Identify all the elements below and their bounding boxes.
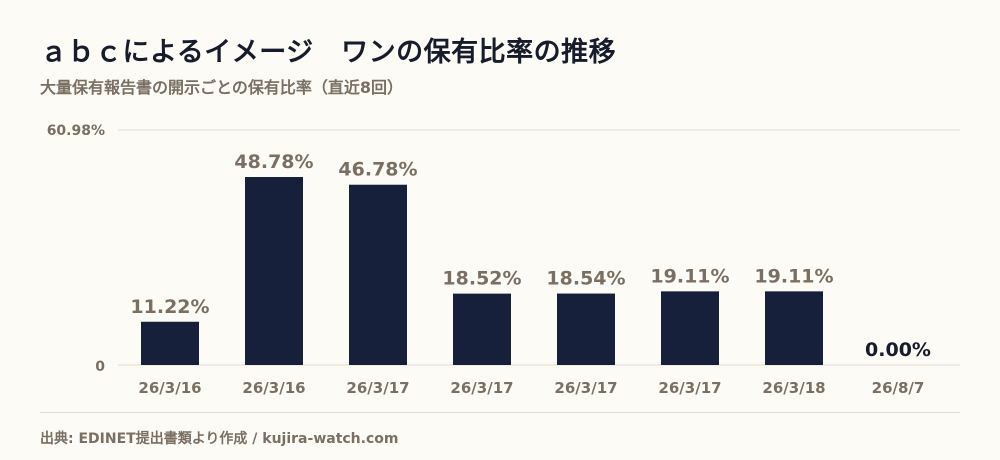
chart-subtitle: 大量保有報告書の開示ごとの保有比率（直近8回） xyxy=(40,78,403,97)
bar xyxy=(765,291,823,365)
bar-value-label: 0.00% xyxy=(865,339,931,361)
bar xyxy=(141,321,199,365)
bar xyxy=(245,177,303,365)
bar xyxy=(557,293,615,365)
x-tick-label: 26/3/18 xyxy=(762,379,825,397)
bar xyxy=(661,291,719,365)
x-tick-label: 26/3/17 xyxy=(554,379,617,397)
footer-divider xyxy=(40,412,960,413)
bar-value-label: 19.11% xyxy=(754,265,833,287)
x-tick-label: 26/3/17 xyxy=(450,379,513,397)
bar xyxy=(453,293,511,365)
x-tick-label: 26/3/17 xyxy=(658,379,721,397)
bar-value-label: 46.78% xyxy=(338,159,417,181)
x-tick-label: 26/3/16 xyxy=(138,379,201,397)
chart-title: ａｂｃによるイメージ ワンの保有比率の推移 xyxy=(40,37,617,68)
x-tick-label: 26/3/17 xyxy=(346,379,409,397)
bar-value-label: 48.78% xyxy=(234,151,313,173)
bar xyxy=(349,184,407,365)
bar-value-label: 19.11% xyxy=(650,265,729,287)
x-tick-label: 26/8/7 xyxy=(872,379,925,397)
bar-value-label: 18.52% xyxy=(442,268,521,290)
y-tick-label-zero: 0 xyxy=(95,359,105,375)
bar-value-label: 18.54% xyxy=(546,268,625,290)
bar-value-label: 11.22% xyxy=(130,296,209,318)
source-note: 出典: EDINET提出書類より作成 / kujira-watch.com xyxy=(40,431,399,447)
x-tick-label: 26/3/16 xyxy=(242,379,305,397)
y-tick-label-max: 60.98% xyxy=(47,123,105,139)
